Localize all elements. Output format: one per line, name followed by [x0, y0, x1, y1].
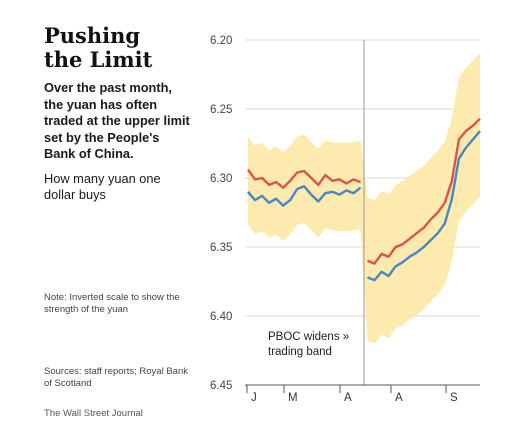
y-tick-label: 6.20: [210, 35, 232, 47]
headline: Pushing the Limit: [44, 24, 192, 72]
annotation: PBOC widens » trading band: [260, 324, 350, 362]
x-tick-label: M: [288, 392, 298, 404]
series-1-line: [247, 185, 362, 207]
y-tick-label: 6.25: [210, 104, 232, 116]
y-tick-label: 6.35: [210, 242, 232, 254]
headline-line-1: Pushing: [44, 23, 141, 48]
y-tick-label: 6.40: [210, 311, 232, 323]
x-tick-label: A: [344, 392, 352, 404]
description: Over the past month, the yuan has often …: [44, 80, 190, 161]
annotation-line-2: trading band: [268, 346, 332, 358]
sources: Sources: staff reports; Royal Bank of Sc…: [44, 366, 188, 389]
annotation-line-1: PBOC widens »: [268, 331, 349, 343]
scale-note: Note: Inverted scale to show the strengt…: [44, 292, 180, 315]
y-tick-label: 6.30: [210, 173, 232, 185]
y-tick-label: 6.45: [210, 380, 232, 392]
series-2-line: [367, 117, 481, 265]
text-column: Pushing the Limit Over the past month, t…: [44, 24, 192, 204]
x-tick-label: A: [395, 392, 403, 404]
axes: 6.20 6.25 6.30 6.35 6.40 6.45 J M A A S: [210, 35, 480, 404]
x-tick-label: S: [450, 392, 458, 404]
headline-line-2: the Limit: [44, 47, 153, 72]
x-tick-label: J: [251, 392, 257, 404]
chart-subtitle: How many yuan one dollar buys: [44, 170, 161, 203]
series-layer: [247, 117, 481, 282]
credit: The Wall Street Journal: [44, 408, 143, 419]
series-1-line: [367, 130, 481, 282]
annotation-backdrop: [260, 324, 350, 362]
series-2-line: [247, 168, 361, 189]
